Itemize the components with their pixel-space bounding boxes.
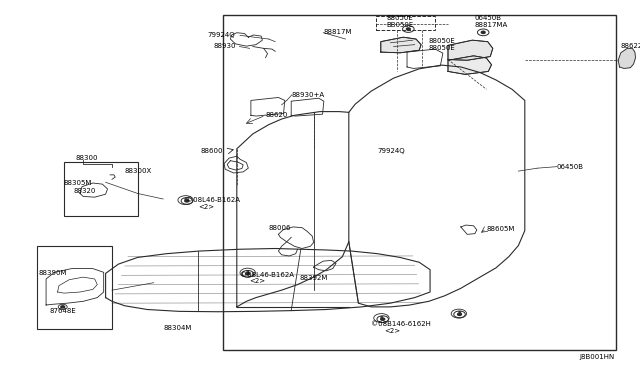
Text: 88390M: 88390M — [38, 270, 67, 276]
Text: 88930+A: 88930+A — [291, 92, 324, 98]
Polygon shape — [448, 40, 493, 60]
Bar — [37, 246, 112, 329]
Circle shape — [406, 28, 410, 30]
Text: 06450B: 06450B — [557, 164, 584, 170]
Text: 88050E: 88050E — [387, 15, 413, 21]
Text: <2>: <2> — [198, 204, 214, 210]
Text: ©08B146-6162H: ©08B146-6162H — [371, 321, 431, 327]
Text: <2>: <2> — [250, 278, 266, 284]
Text: 88817MA: 88817MA — [475, 22, 508, 28]
Text: 88300X: 88300X — [125, 168, 152, 174]
Text: 88006: 88006 — [269, 225, 291, 231]
Text: 88305M: 88305M — [64, 180, 92, 186]
Text: B: B — [380, 315, 383, 321]
Text: 06450B: 06450B — [475, 15, 502, 21]
Text: <2>: <2> — [384, 328, 400, 334]
Text: 88620: 88620 — [266, 112, 288, 118]
Circle shape — [381, 318, 385, 320]
Bar — [376, 16, 435, 30]
Text: 88605M: 88605M — [486, 226, 515, 232]
Text: J8B001HN: J8B001HN — [579, 354, 614, 360]
Text: B: B — [246, 270, 250, 275]
Polygon shape — [618, 48, 636, 68]
Text: 88320: 88320 — [74, 188, 96, 194]
Text: 88817M: 88817M — [323, 29, 352, 35]
Polygon shape — [381, 37, 421, 53]
Text: B: B — [457, 311, 461, 316]
Circle shape — [458, 313, 461, 315]
Text: 88392M: 88392M — [300, 275, 328, 281]
Text: BB050E: BB050E — [387, 22, 414, 28]
Text: 88304M: 88304M — [163, 325, 191, 331]
Text: ©08L46-B162A: ©08L46-B162A — [240, 272, 294, 278]
Circle shape — [185, 200, 189, 202]
Bar — [223, 15, 616, 350]
Text: B: B — [184, 198, 188, 203]
Text: ©08L46-B162A: ©08L46-B162A — [186, 197, 239, 203]
Text: 79924Q: 79924Q — [208, 32, 236, 38]
Text: 88930: 88930 — [213, 44, 236, 49]
Text: 79924Q: 79924Q — [378, 148, 405, 154]
Circle shape — [481, 31, 485, 33]
Text: 88050E: 88050E — [429, 38, 456, 44]
Text: 88600: 88600 — [200, 148, 223, 154]
Bar — [64, 162, 138, 216]
Circle shape — [246, 273, 250, 275]
Text: 88622NA: 88622NA — [621, 44, 640, 49]
Text: 88300: 88300 — [75, 155, 98, 161]
Polygon shape — [448, 56, 492, 74]
Text: 87648E: 87648E — [50, 308, 77, 314]
Text: 88050E: 88050E — [429, 45, 456, 51]
Circle shape — [61, 306, 65, 308]
